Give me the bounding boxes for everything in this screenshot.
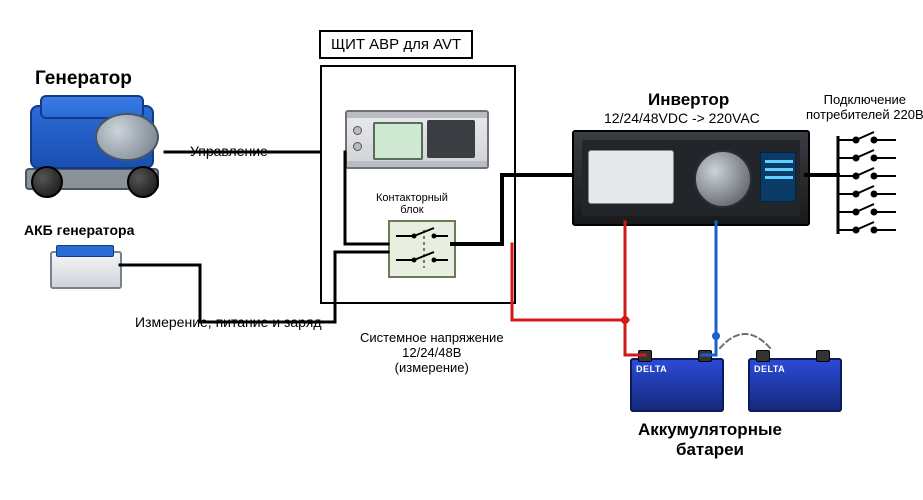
- consumer-switches-icon: [830, 130, 910, 240]
- battery-1-brand: DELTA: [636, 364, 667, 374]
- panel-title-box: ЩИТ АВР для AVT: [319, 30, 473, 59]
- label-control: Управление: [190, 143, 268, 159]
- label-inverter-sub: 12/24/48VDC -> 220VAC: [604, 110, 760, 126]
- junction-node: [621, 316, 629, 324]
- inverter-icon: [572, 130, 810, 226]
- battery-2-brand: DELTA: [754, 364, 785, 374]
- label-generator: Генератор: [35, 68, 132, 90]
- generator-icon: [25, 95, 165, 190]
- junction-node: [712, 332, 720, 340]
- contactor-icon: [388, 220, 456, 278]
- akb-battery-icon: [50, 245, 118, 285]
- label-inverter-title: Инвертор: [648, 90, 729, 110]
- label-measure: Измерение, питание и заряд: [135, 314, 322, 330]
- label-sys-voltage: Системное напряжение 12/24/48В (измерени…: [360, 330, 504, 375]
- wire-dc-neg: [702, 222, 716, 355]
- panel-title: ЩИТ АВР для AVT: [331, 36, 461, 53]
- wire-dc-pos: [625, 222, 645, 355]
- controller-icon: [345, 110, 489, 169]
- wire-battery-link: [720, 334, 770, 348]
- label-akb: АКБ генератора: [24, 222, 134, 238]
- diagram-stage: ЩИТ АВР для AVT Генератор Управление АКБ…: [0, 0, 923, 500]
- label-batteries: Аккумуляторные батареи: [638, 420, 782, 460]
- wire-measure-pos: [512, 244, 628, 320]
- battery-1-icon: DELTA: [630, 350, 720, 408]
- label-consumers: Подключение потребителей 220В: [806, 92, 923, 122]
- battery-2-icon: DELTA: [748, 350, 838, 408]
